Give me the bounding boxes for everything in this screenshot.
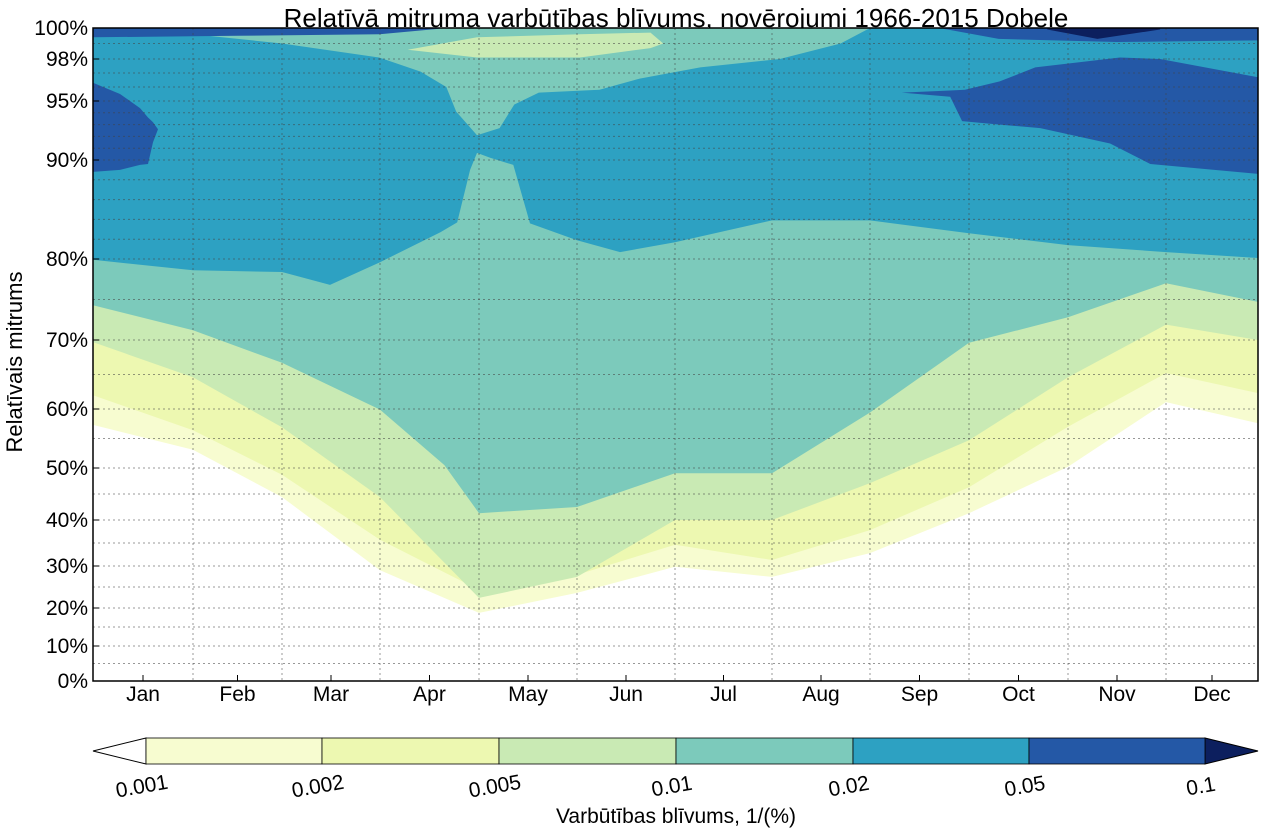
colorbar-segment (675, 737, 854, 765)
colorbar-segment (498, 737, 677, 765)
month-label: Jan (126, 683, 160, 706)
grid-lines (93, 28, 1258, 681)
colorbar-tick-label: 0.02 (827, 772, 871, 802)
colorbar-under-extension (92, 737, 147, 765)
month-label: Apr (413, 683, 446, 706)
colorbar-tick-label: 0.05 (1003, 772, 1047, 802)
colorbar-tick-label: 0.001 (114, 771, 170, 803)
month-label: May (508, 683, 548, 706)
contour-region-0_05-6 (93, 82, 158, 172)
colorbar-tick-label: 0.1 (1184, 773, 1217, 801)
x-axis: Jan Feb Mar Apr May Jun Jul Aug Sep Oct Nov Dec (126, 675, 1231, 706)
month-label: Aug (802, 683, 839, 706)
contour-fills (93, 28, 1258, 613)
colorbar-segment (321, 737, 500, 765)
colorbar-label: Varbūtības blīvums, 1/(%) (556, 805, 796, 828)
contour-region-0_1-10 (1047, 28, 1161, 39)
month-label: Jul (710, 683, 737, 706)
y-tick-label: 60% (46, 398, 88, 421)
month-label: Oct (1002, 683, 1035, 706)
y-tick-label: 90% (46, 149, 88, 172)
colorbar-segment (145, 737, 323, 765)
plot-frame (92, 27, 1259, 682)
month-label: Mar (313, 683, 349, 706)
month-label: Jun (609, 683, 643, 706)
contour-region-0_005-4 (407, 32, 664, 58)
y-tick-label: 100% (34, 17, 88, 40)
y-tick-label: 20% (46, 597, 88, 620)
colorbar-tick-label: 0.002 (290, 771, 346, 803)
month-label: Dec (1193, 683, 1230, 706)
y-tick-label: 40% (46, 509, 88, 532)
colorbar-tick-label: 0.005 (467, 771, 523, 803)
colorbar-segment (1028, 737, 1206, 765)
y-tick-label: 50% (46, 457, 88, 480)
colorbar: 0.001 0.002 0.005 0.01 0.02 0.05 0.1 (92, 737, 1259, 803)
month-label: Nov (1098, 683, 1136, 706)
colorbar-segment (852, 737, 1030, 765)
y-axis-label: Relatīvais mitrums (2, 272, 27, 453)
y-tick-label: 30% (46, 555, 88, 578)
colorbar-tick-label: 0.01 (650, 772, 694, 802)
month-label: Sep (901, 683, 938, 706)
y-tick-label: 0% (58, 670, 88, 693)
y-tick-label: 95% (46, 90, 88, 113)
y-tick-label: 98% (46, 48, 88, 71)
y-tick-label: 10% (46, 635, 88, 658)
contour-region-0_05-8 (93, 28, 440, 38)
y-tick-label: 70% (46, 329, 88, 352)
colorbar-over-extension (1204, 737, 1259, 765)
y-axis: 0% 10% 20% 30% 40% 50% 60% 70% 80% 90% 95% 98% 100% (34, 17, 99, 693)
y-tick-label: 80% (46, 248, 88, 271)
month-label: Feb (219, 683, 255, 706)
